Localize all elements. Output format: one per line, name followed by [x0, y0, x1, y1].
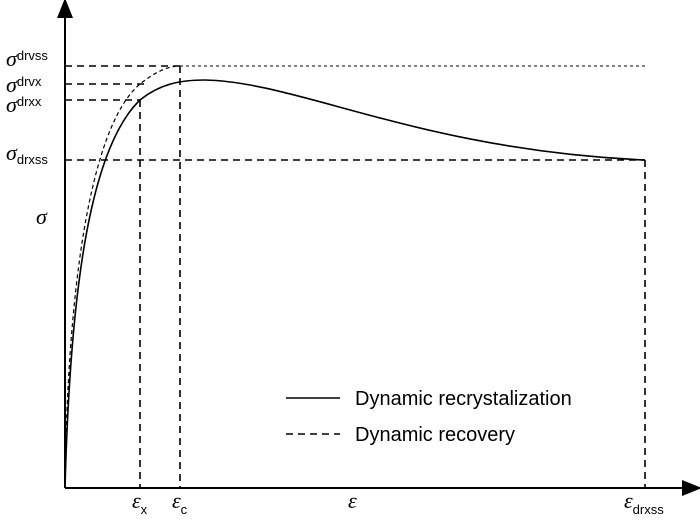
y-axis-label: σ	[36, 204, 48, 229]
drx-curve	[64, 79, 646, 489]
label-part: ε	[172, 488, 181, 513]
drv-curve	[64, 65, 181, 489]
x-mark-label: εc	[172, 488, 188, 517]
x-mark-label: εdrxss	[624, 488, 664, 517]
label-part: drvss	[17, 48, 49, 63]
y-level-label: σdrvx	[6, 72, 42, 97]
y-level-label: σdrxss	[6, 140, 48, 167]
y-level-label: σdrxx	[6, 92, 42, 117]
label-part: ε	[624, 488, 633, 513]
label-part: σ	[6, 72, 18, 97]
y-level-label: σdrvss	[6, 46, 48, 71]
x-axis-label: ε	[348, 488, 357, 513]
label-part: drvx	[17, 74, 42, 89]
label-part: σ	[6, 92, 18, 117]
label-part: c	[181, 502, 188, 517]
label-part: σ	[6, 140, 18, 165]
label-part: ε	[132, 488, 141, 513]
label-part: drxx	[17, 94, 42, 109]
label-part: drxss	[633, 502, 665, 517]
x-mark-label: εx	[132, 488, 148, 517]
label-part: x	[141, 502, 148, 517]
legend-label: Dynamic recovery	[355, 424, 515, 446]
label-part: drxss	[17, 152, 49, 167]
guides	[65, 65, 646, 488]
label-part: σ	[6, 46, 18, 71]
legend-label: Dynamic recrystalization	[355, 388, 572, 410]
